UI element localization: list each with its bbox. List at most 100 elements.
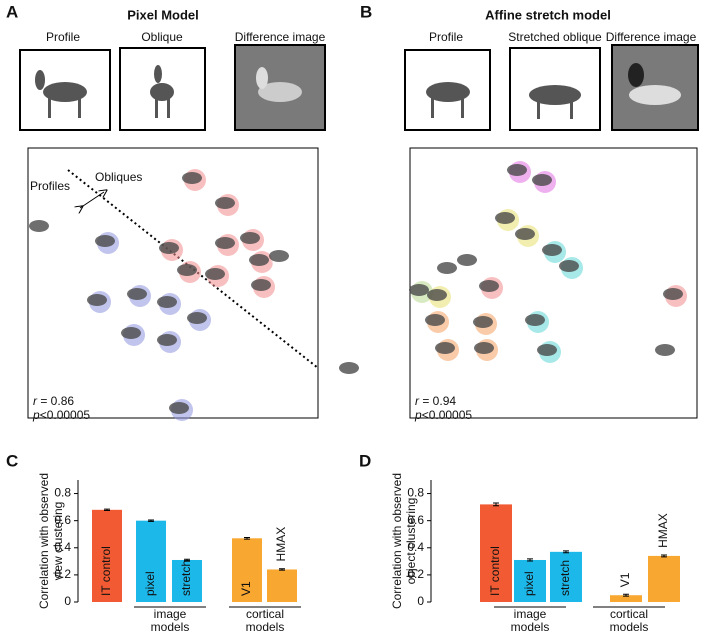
error-bar [244,536,250,540]
image-label: Stretched oblique [508,30,602,44]
panel-title: Affine stretch model [485,7,611,22]
object-icon [215,237,235,249]
object-icon [95,235,115,247]
y-tick-label: 0.6 [407,513,424,527]
image-label: Oblique [141,30,183,44]
bar [172,559,202,602]
object-icon [169,402,189,414]
stat-value: <0.00005 [40,408,91,422]
error-bar [623,593,629,597]
object-icon [427,289,447,301]
stat: p<0.00005 [414,408,472,422]
bar [232,538,262,602]
object-icon [559,260,579,272]
group-label: models [151,620,190,634]
error-bar [493,502,499,507]
scatter-frame [27,147,319,419]
object-icon [205,268,225,280]
object-icon [663,288,683,300]
object-icon [29,220,49,232]
stat-value: <0.00005 [422,408,473,422]
bar-label: stretch [558,560,572,596]
object-icon [507,164,527,176]
bar-label: HMAX [274,527,288,562]
y-tick-label: 0.8 [407,486,424,500]
object-icon [655,344,675,356]
image-label: Difference image [606,30,697,44]
stat-symbol: r [33,394,38,408]
deer-icon [35,65,302,118]
error-bar [527,558,533,562]
bar [514,559,546,602]
error-bar [661,554,667,558]
bar [267,569,297,602]
stat-symbol: p [32,408,40,422]
y-axis-label: object clustering [404,498,418,585]
image-label: Profile [46,30,80,44]
panel-letter: C [6,451,18,470]
error-bar [104,508,110,511]
scatter-frame [409,147,698,419]
stat: r = 0.94 [415,394,456,408]
object-icon [240,232,260,244]
object-icon [182,172,202,184]
stat-symbol: r [415,394,420,408]
object-icon [473,316,493,328]
y-tick-label: 0.8 [54,486,71,500]
object-icon [157,334,177,346]
y-tick-label: 0.2 [54,567,71,581]
object-icon [249,254,269,266]
object-icon [495,212,515,224]
y-tick-label: 0.2 [407,567,424,581]
error-bar [563,550,569,554]
object-icon [157,296,177,308]
error-bar [148,519,154,522]
y-tick-label: 0.6 [54,513,71,527]
object-icon [159,242,179,254]
bar [610,595,642,602]
object-icon [537,344,557,356]
y-axis-label: view clustering [51,502,65,581]
annotation: Profiles [30,179,70,193]
group-label: cortical [610,607,648,621]
bar [480,504,512,602]
object-icon [474,342,494,354]
bar-label: pixel [143,571,157,596]
object-icon [525,314,545,326]
object-icon [215,197,235,209]
image-label: Difference image [235,30,326,44]
y-tick-label: 0.4 [54,540,71,554]
panel-letter: A [6,2,18,21]
bar [550,551,582,602]
bar-label: IT control [488,546,502,596]
bar-label: IT control [99,546,113,596]
stat: r = 0.86 [33,394,74,408]
panel-title: Pixel Model [127,7,199,22]
bar-label: V1 [239,581,253,596]
group-label: image [514,607,547,621]
object-icon [269,250,289,262]
image-label: Profile [429,30,463,44]
object-icon [187,312,207,324]
object-icon [409,284,429,296]
group-label: cortical [246,607,284,621]
annotation: Obliques [95,170,142,184]
deer-icon [426,63,681,119]
error-bar [279,568,285,571]
object-icon [479,280,499,292]
object-icon [542,244,562,256]
panel-letter: D [359,451,371,470]
object-icon [435,342,455,354]
divider [67,169,319,369]
group-label: models [511,620,550,634]
group-label: image [154,607,187,621]
bar-label: V1 [618,572,632,587]
object-icon [251,279,271,291]
stat-value: = 0.86 [40,394,74,408]
object-icon [177,264,197,276]
stat-value: = 0.94 [422,394,456,408]
object-icon [457,254,477,266]
bar [648,555,680,602]
